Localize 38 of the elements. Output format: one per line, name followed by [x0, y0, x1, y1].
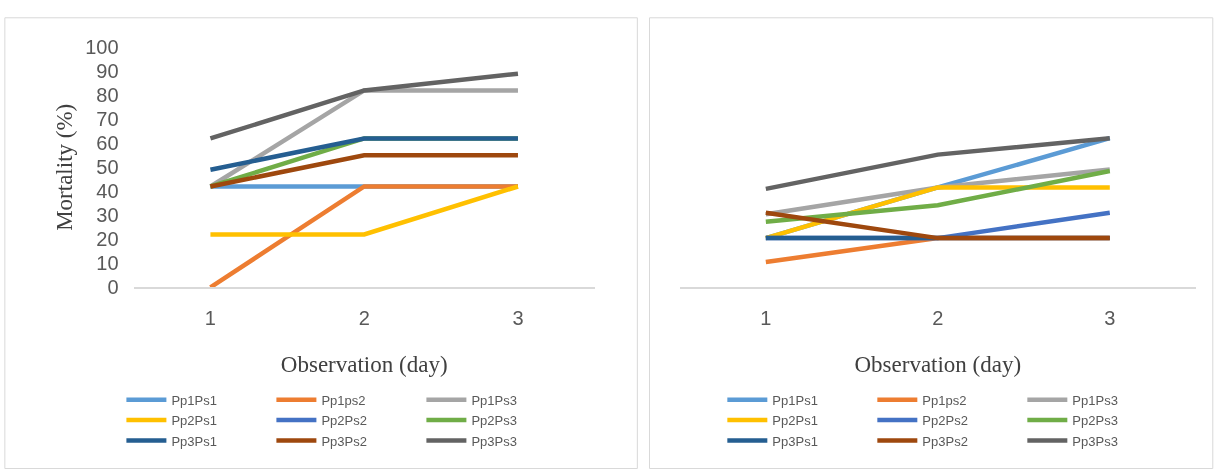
y-tick-label: 30 [96, 204, 119, 227]
legend-label: Pp3Ps2 [321, 433, 367, 449]
legend-label: Pp1Ps1 [772, 392, 818, 408]
y-tick-label: 50 [96, 156, 119, 179]
legend-label: Pp1Ps3 [471, 392, 517, 408]
legend-label: Pp3Ps2 [922, 433, 968, 449]
x-tick-label: 3 [512, 307, 524, 330]
y-tick-label: 100 [85, 36, 119, 59]
y-tick-label: 10 [96, 252, 119, 275]
legend-label: Pp2Ps3 [1072, 413, 1118, 429]
y-tick-label: 0 [107, 276, 119, 299]
legend-label: Pp1Ps3 [1072, 392, 1118, 408]
legend-label: Pp2Ps1 [772, 413, 818, 429]
legend-label: Pp1ps2 [922, 392, 967, 408]
y-tick-label: 60 [96, 132, 119, 155]
legend-label: Pp3Ps3 [1072, 433, 1118, 449]
x-tick-label: 3 [1104, 307, 1116, 330]
legend-label: Pp2Ps3 [471, 413, 517, 429]
x-axis-title: Observation (day) [280, 352, 448, 378]
legend-label: Pp2Ps2 [922, 413, 968, 429]
x-tick-label: 2 [932, 307, 944, 330]
y-tick-label: 80 [96, 84, 119, 107]
legend-label: Pp2Ps1 [171, 413, 217, 429]
x-axis-title: Observation (day) [854, 352, 1022, 378]
legend-label: Pp3Ps1 [171, 433, 217, 449]
y-tick-label: 20 [96, 228, 119, 251]
x-tick-label: 1 [760, 307, 772, 330]
x-tick-label: 1 [204, 307, 216, 330]
y-tick-label: 40 [96, 180, 119, 203]
y-tick-label: 70 [96, 108, 119, 131]
legend-label: Pp2Ps2 [321, 413, 367, 429]
legend-label: Pp3Ps3 [471, 433, 517, 449]
legend-label: Pp1Ps1 [171, 392, 217, 408]
y-tick-label: 90 [96, 60, 119, 83]
x-tick-label: 2 [358, 307, 370, 330]
legend-label: Pp1ps2 [321, 392, 366, 408]
y-axis-title: Mortality (%) [51, 103, 77, 231]
legend-label: Pp3Ps1 [772, 433, 818, 449]
